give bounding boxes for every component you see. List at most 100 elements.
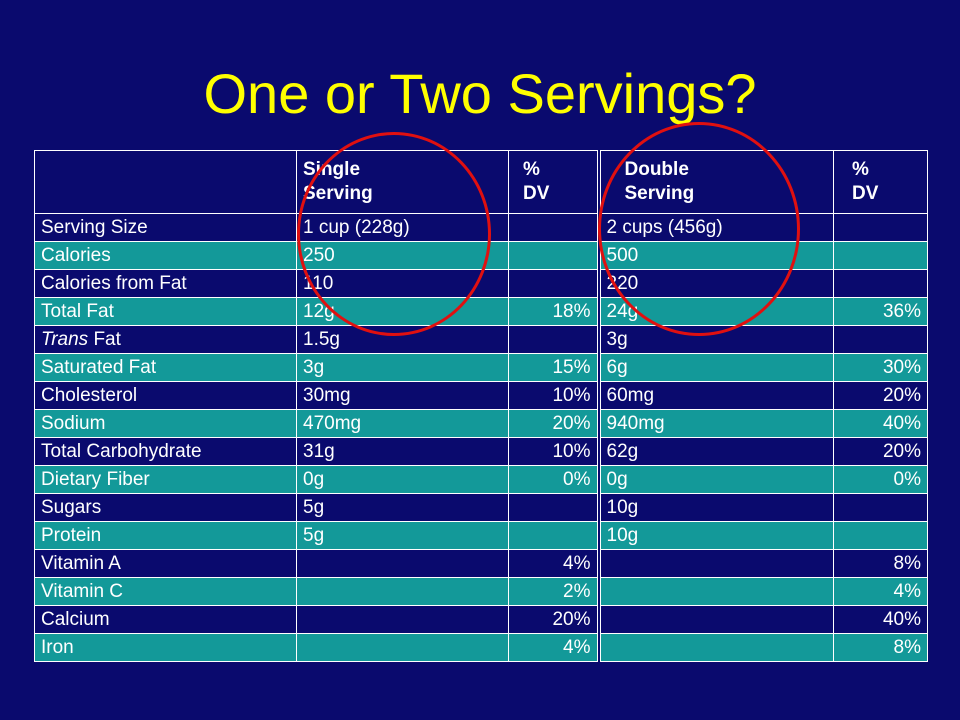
single-dv-cell: 18% [508, 297, 601, 326]
double-dv-cell: 36% [833, 297, 928, 326]
table-row: Sugars 5g 10g [34, 493, 928, 522]
single-serving-cell [296, 549, 509, 578]
table-header-row: Single Serving % DV Double Serving % DV [34, 150, 928, 214]
nutrient-cell: Protein [34, 521, 297, 550]
nutrient-cell: Calories from Fat [34, 269, 297, 298]
double-dv-cell: 40% [833, 605, 928, 634]
nutrient-cell: Iron [34, 633, 297, 662]
double-dv-cell [833, 493, 928, 522]
single-dv-cell: 10% [508, 437, 601, 466]
single-dv-cell [508, 241, 601, 270]
single-serving-cell [296, 577, 509, 606]
nutrient-cell: Calcium [34, 605, 297, 634]
nutrient-cell: Total Fat [34, 297, 297, 326]
single-dv-cell [508, 325, 601, 354]
single-dv-cell: 4% [508, 633, 601, 662]
single-dv-cell [508, 213, 601, 242]
double-dv-cell: 8% [833, 549, 928, 578]
single-serving-cell: 30mg [296, 381, 509, 410]
double-serving-cell: 10g [598, 521, 834, 550]
nutrient-cell: Calories [34, 241, 297, 270]
single-serving-cell: 1 cup (228g) [296, 213, 509, 242]
single-dv-cell: 2% [508, 577, 601, 606]
single-serving-cell: 250 [296, 241, 509, 270]
slide-title: One or Two Servings? [203, 62, 757, 125]
nutrient-cell: Vitamin C [34, 577, 297, 606]
table-row: Dietary Fiber 0g 0% 0g 0% [34, 465, 928, 494]
single-dv-cell: 0% [508, 465, 601, 494]
double-dv-cell: 0% [833, 465, 928, 494]
double-serving-cell [598, 577, 834, 606]
double-serving-cell [598, 549, 834, 578]
nutrient-cell: Sugars [34, 493, 297, 522]
double-serving-cell: 2 cups (456g) [598, 213, 834, 242]
double-dv-cell: 4% [833, 577, 928, 606]
single-dv-cell: 15% [508, 353, 601, 382]
single-serving-cell: 3g [296, 353, 509, 382]
single-serving-cell: 5g [296, 521, 509, 550]
nutrient-cell: Trans Fat [34, 325, 297, 354]
table-row: Vitamin A 4% 8% [34, 549, 928, 578]
single-serving-cell [296, 633, 509, 662]
single-serving-cell: 0g [296, 465, 509, 494]
single-serving-cell [296, 605, 509, 634]
double-serving-cell: 0g [598, 465, 834, 494]
double-dv-cell: 20% [833, 381, 928, 410]
single-serving-cell: 5g [296, 493, 509, 522]
nutrition-comparison-table: Single Serving % DV Double Serving % DV … [34, 150, 928, 662]
single-dv-cell [508, 493, 601, 522]
single-serving-cell: 470mg [296, 409, 509, 438]
double-serving-cell: 10g [598, 493, 834, 522]
table-row: Serving Size 1 cup (228g) 2 cups (456g) [34, 213, 928, 242]
single-dv-cell: 20% [508, 605, 601, 634]
nutrient-cell: Sodium [34, 409, 297, 438]
single-serving-cell: 31g [296, 437, 509, 466]
single-serving-header: Single Serving [296, 150, 509, 214]
double-serving-cell: 220 [598, 269, 834, 298]
single-dv-cell [508, 269, 601, 298]
double-serving-cell: 6g [598, 353, 834, 382]
double-serving-cell: 500 [598, 241, 834, 270]
double-serving-header: Double Serving [598, 150, 834, 214]
double-dv-cell: 40% [833, 409, 928, 438]
table-row: Trans Fat 1.5g 3g [34, 325, 928, 354]
single-dv-header: % DV [508, 150, 601, 214]
nutrient-cell: Cholesterol [34, 381, 297, 410]
table-row: Saturated Fat 3g 15% 6g 30% [34, 353, 928, 382]
table-row: Sodium 470mg 20% 940mg 40% [34, 409, 928, 438]
nutrient-cell: Total Carbohydrate [34, 437, 297, 466]
single-serving-cell: 1.5g [296, 325, 509, 354]
double-serving-cell: 62g [598, 437, 834, 466]
nutrient-cell: Saturated Fat [34, 353, 297, 382]
double-dv-header: % DV [833, 150, 928, 214]
double-dv-cell [833, 269, 928, 298]
double-serving-cell [598, 605, 834, 634]
single-dv-cell: 4% [508, 549, 601, 578]
double-dv-cell [833, 325, 928, 354]
double-serving-cell: 60mg [598, 381, 834, 410]
single-dv-cell: 10% [508, 381, 601, 410]
double-dv-cell: 30% [833, 353, 928, 382]
double-dv-cell: 8% [833, 633, 928, 662]
single-serving-cell: 110 [296, 269, 509, 298]
single-dv-cell [508, 521, 601, 550]
nutrient-header [34, 150, 297, 214]
nutrient-cell: Dietary Fiber [34, 465, 297, 494]
table-row: Cholesterol 30mg 10% 60mg 20% [34, 381, 928, 410]
nutrient-cell: Vitamin A [34, 549, 297, 578]
table-row: Calories 250 500 [34, 241, 928, 270]
double-dv-cell [833, 241, 928, 270]
double-serving-cell: 24g [598, 297, 834, 326]
single-serving-cell: 12g [296, 297, 509, 326]
double-dv-cell: 20% [833, 437, 928, 466]
double-dv-cell [833, 213, 928, 242]
double-serving-cell: 940mg [598, 409, 834, 438]
table-row: Protein 5g 10g [34, 521, 928, 550]
table-row: Total Carbohydrate 31g 10% 62g 20% [34, 437, 928, 466]
table-row: Iron 4% 8% [34, 633, 928, 662]
nutrient-cell: Serving Size [34, 213, 297, 242]
table-row: Vitamin C 2% 4% [34, 577, 928, 606]
table-row: Total Fat 12g 18% 24g 36% [34, 297, 928, 326]
double-serving-cell [598, 633, 834, 662]
double-dv-cell [833, 521, 928, 550]
